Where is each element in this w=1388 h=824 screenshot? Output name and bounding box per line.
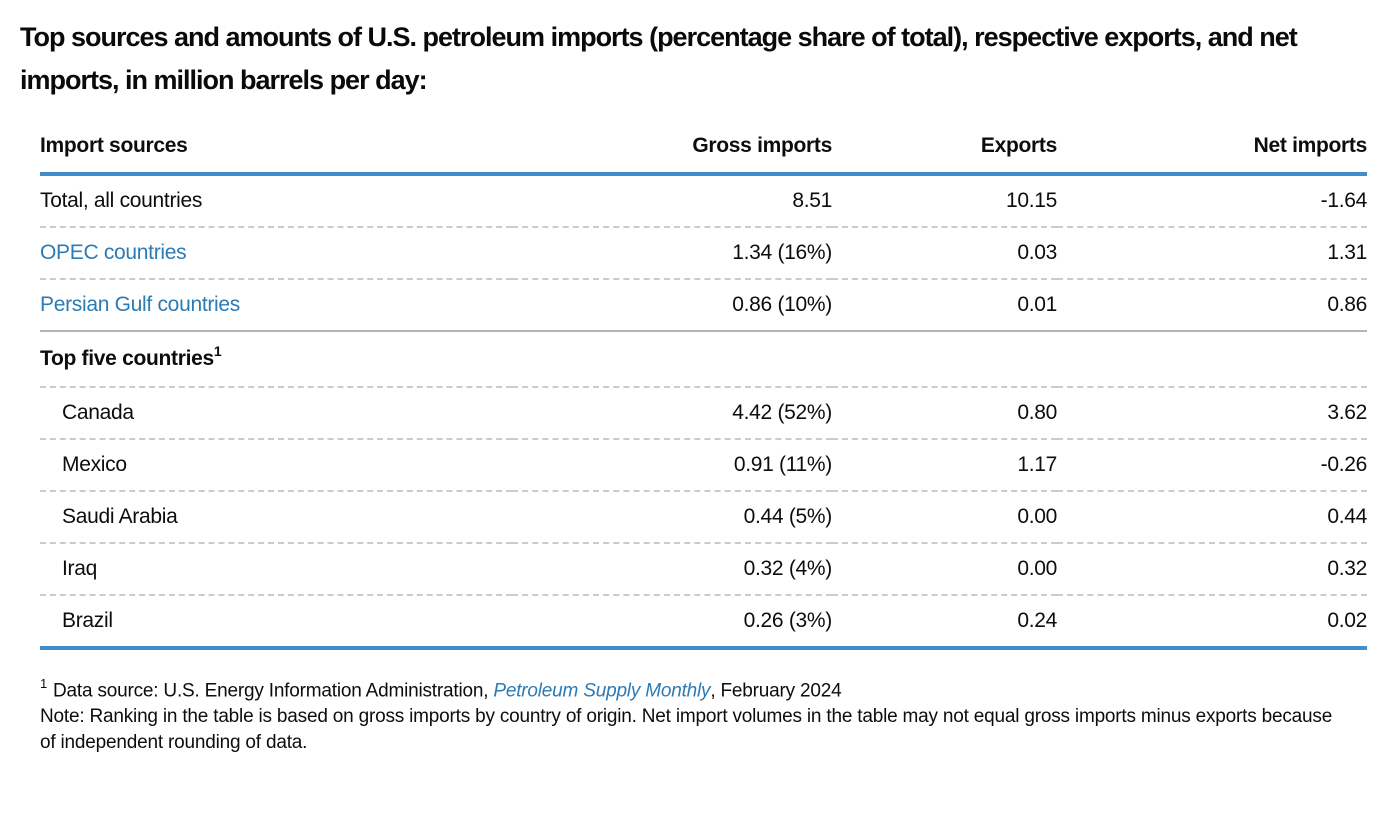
table-row-persian-gulf: Persian Gulf countries 0.86 (10%) 0.01 0… — [40, 279, 1367, 332]
cell-gross-opec: 1.34 (16%) — [512, 227, 832, 280]
cell-net-iraq: 0.32 — [1057, 543, 1367, 596]
table-header-row: Import sources Gross imports Exports Net… — [40, 128, 1367, 176]
link-opec-countries[interactable]: OPEC countries — [40, 241, 187, 264]
table-row-total: Total, all countries 8.51 10.15 -1.64 — [40, 174, 1367, 228]
link-persian-gulf-countries[interactable]: Persian Gulf countries — [40, 293, 240, 316]
column-header-gross-imports: Gross imports — [512, 128, 832, 176]
cell-exports-opec: 0.03 — [832, 227, 1057, 280]
cell-source-mexico: Mexico — [40, 439, 512, 492]
cell-source-canada: Canada — [40, 387, 512, 440]
cell-exports-total: 10.15 — [832, 174, 1057, 228]
table-section-header: Top five countries1 — [40, 331, 1367, 388]
cell-net-opec: 1.31 — [1057, 227, 1367, 280]
section-header-top-five: Top five countries1 — [40, 331, 1367, 388]
cell-net-canada: 3.62 — [1057, 387, 1367, 440]
imports-table: Import sources Gross imports Exports Net… — [40, 128, 1367, 650]
column-header-import-sources: Import sources — [40, 128, 512, 176]
cell-net-persian-gulf: 0.86 — [1057, 279, 1367, 332]
table-row-mexico: Mexico 0.91 (11%) 1.17 -0.26 — [40, 439, 1367, 492]
page-title: Top sources and amounts of U.S. petroleu… — [20, 22, 1298, 95]
table-row-brazil: Brazil 0.26 (3%) 0.24 0.02 — [40, 595, 1367, 650]
column-header-exports: Exports — [832, 128, 1057, 176]
cell-exports-mexico: 1.17 — [832, 439, 1057, 492]
cell-exports-brazil: 0.24 — [832, 595, 1057, 650]
table-row-canada: Canada 4.42 (52%) 0.80 3.62 — [40, 387, 1367, 440]
footnote-marker-source: 1 — [40, 676, 48, 691]
cell-gross-canada: 4.42 (52%) — [512, 387, 832, 440]
section-header-label: Top five countries — [40, 347, 214, 370]
cell-gross-saudi-arabia: 0.44 (5%) — [512, 491, 832, 544]
cell-exports-saudi-arabia: 0.00 — [832, 491, 1057, 544]
cell-gross-iraq: 0.32 (4%) — [512, 543, 832, 596]
cell-gross-brazil: 0.26 (3%) — [512, 595, 832, 650]
link-petroleum-supply-monthly[interactable]: Petroleum Supply Monthly — [493, 680, 711, 702]
cell-net-mexico: -0.26 — [1057, 439, 1367, 492]
cell-gross-total: 8.51 — [512, 174, 832, 228]
cell-net-saudi-arabia: 0.44 — [1057, 491, 1367, 544]
cell-net-total: -1.64 — [1057, 174, 1367, 228]
cell-exports-iraq: 0.00 — [832, 543, 1057, 596]
table-row-iraq: Iraq 0.32 (4%) 0.00 0.32 — [40, 543, 1367, 596]
cell-gross-mexico: 0.91 (11%) — [512, 439, 832, 492]
cell-exports-persian-gulf: 0.01 — [832, 279, 1057, 332]
cell-source-brazil: Brazil — [40, 595, 512, 650]
cell-source-saudi-arabia: Saudi Arabia — [40, 491, 512, 544]
table-row-opec: OPEC countries 1.34 (16%) 0.03 1.31 — [40, 227, 1367, 280]
ranking-note: Note: Ranking in the table is based on g… — [40, 706, 1333, 754]
cell-net-brazil: 0.02 — [1057, 595, 1367, 650]
table-row-saudi-arabia: Saudi Arabia 0.44 (5%) 0.00 0.44 — [40, 491, 1367, 544]
cell-gross-persian-gulf: 0.86 (10%) — [512, 279, 832, 332]
footnote-marker: 1 — [213, 343, 222, 359]
data-source-line: 1 Data source: U.S. Energy Information Ad… — [40, 672, 1350, 704]
data-source-date: , February 2024 — [710, 680, 842, 702]
cell-source-total: Total, all countries — [40, 174, 512, 228]
cell-source-iraq: Iraq — [40, 543, 512, 596]
cell-exports-canada: 0.80 — [832, 387, 1057, 440]
data-source-text: Data source: U.S. Energy Information Adm… — [53, 680, 494, 702]
footnote-block: 1 Data source: U.S. Energy Information Ad… — [40, 672, 1350, 756]
column-header-net-imports: Net imports — [1057, 128, 1367, 176]
